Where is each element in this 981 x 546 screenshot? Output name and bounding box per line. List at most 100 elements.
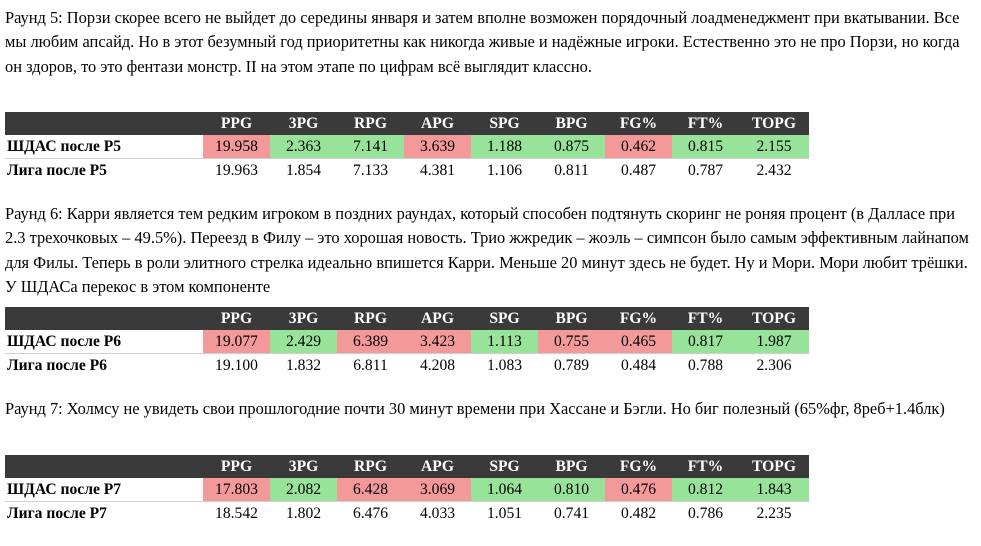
stat-cell-bpg: 0.789 xyxy=(553,356,590,374)
stat-cell-fg-pct: 0.482 xyxy=(620,504,657,522)
league-row: Лига после Р6 19.100 1.832 6.811 4.208 1.083 0… xyxy=(5,354,809,378)
stat-cell-ft-pct: 0.815 xyxy=(672,135,739,159)
column-header-rpg: RPG xyxy=(337,307,404,330)
column-header-topg: TOPG xyxy=(739,455,809,478)
column-header-topg: TOPG xyxy=(739,112,809,135)
stat-cell-apg: 4.208 xyxy=(419,356,456,374)
row-label: ШДАС после Р5 xyxy=(5,135,203,159)
league-row: Лига после Р7 18.542 1.802 6.476 4.033 1.051 0… xyxy=(5,502,809,526)
column-header-rpg: RPG xyxy=(337,112,404,135)
round-7-text: Раунд 7: Холмсу не увидеть свои прошлого… xyxy=(5,399,945,418)
stat-cell-rpg: 7.141 xyxy=(337,135,404,159)
stat-cell-apg: 3.639 xyxy=(404,135,471,159)
column-header-3pg: 3PG xyxy=(270,112,337,135)
column-header-spg: SPG xyxy=(471,455,538,478)
stat-cell-topg: 1.987 xyxy=(739,330,809,354)
stat-cell-spg: 1.106 xyxy=(486,161,523,179)
stat-cell-apg: 4.033 xyxy=(419,504,456,522)
stat-cell-ft-pct: 0.817 xyxy=(672,330,739,354)
stat-cell-3pg: 2.363 xyxy=(270,135,337,159)
stat-cell-bpg: 0.811 xyxy=(554,161,589,179)
column-header-ft-pct: FT% xyxy=(672,112,739,135)
stat-cell-ft-pct: 0.812 xyxy=(672,478,739,502)
header-row: PPG 3PG RPG APG SPG BPG FG% FT% TOPG xyxy=(5,455,809,478)
stat-cell-fg-pct: 0.462 xyxy=(605,135,672,159)
stat-cell-ppg: 19.077 xyxy=(203,330,270,354)
column-header-3pg: 3PG xyxy=(270,455,337,478)
column-header-bpg: BPG xyxy=(538,112,605,135)
stat-cell-spg: 1.051 xyxy=(486,504,523,522)
stat-cell-topg: 2.306 xyxy=(756,356,792,374)
stat-cell-3pg: 1.802 xyxy=(285,504,322,522)
column-header-ppg: PPG xyxy=(203,455,270,478)
stat-cell-3pg: 2.082 xyxy=(270,478,337,502)
stat-cell-spg: 1.113 xyxy=(471,330,538,354)
stat-cell-ft-pct: 0.788 xyxy=(687,356,724,374)
team-row: ШДАС после Р7 17.803 2.082 6.428 3.069 1.064 0… xyxy=(5,478,809,502)
row-label: ШДАС после Р7 xyxy=(5,478,203,502)
round-7-stats-table: PPG 3PG RPG APG SPG BPG FG% FT% TOPG ШДАС после Р… xyxy=(5,455,809,525)
column-header-topg: TOPG xyxy=(739,307,809,330)
header-row: PPG 3PG RPG APG SPG BPG FG% FT% TOPG xyxy=(5,307,809,330)
row-label: Лига после Р6 xyxy=(7,356,107,374)
stat-cell-topg: 1.843 xyxy=(739,478,809,502)
header-blank-cell xyxy=(5,455,203,478)
stat-cell-rpg: 6.389 xyxy=(337,330,404,354)
league-row: Лига после Р5 19.963 1.854 7.133 4.381 1.106 0… xyxy=(5,159,809,183)
stat-cell-fg-pct: 0.487 xyxy=(620,161,657,179)
row-label: Лига после Р5 xyxy=(7,161,107,179)
stat-cell-ppg: 18.542 xyxy=(215,504,258,522)
stat-cell-fg-pct: 0.484 xyxy=(620,356,657,374)
column-header-3pg: 3PG xyxy=(270,307,337,330)
round-6-text: Раунд 6: Карри является тем редким игрок… xyxy=(5,204,969,296)
header-blank-cell xyxy=(5,307,203,330)
stat-cell-ppg: 17.803 xyxy=(203,478,270,502)
stat-cell-3pg: 1.854 xyxy=(285,161,322,179)
stat-cell-rpg: 6.811 xyxy=(353,356,388,374)
stat-cell-ft-pct: 0.787 xyxy=(687,161,724,179)
stat-cell-topg: 2.235 xyxy=(756,504,792,522)
stat-cell-fg-pct: 0.476 xyxy=(605,478,672,502)
stat-cell-spg: 1.188 xyxy=(471,135,538,159)
stat-cell-bpg: 0.741 xyxy=(553,504,590,522)
stat-cell-spg: 1.064 xyxy=(471,478,538,502)
stat-cell-bpg: 0.875 xyxy=(538,135,605,159)
column-header-ft-pct: FT% xyxy=(672,307,739,330)
column-header-apg: APG xyxy=(404,112,471,135)
stat-cell-3pg: 2.429 xyxy=(270,330,337,354)
column-header-bpg: BPG xyxy=(538,455,605,478)
stat-cell-rpg: 7.133 xyxy=(352,161,389,179)
round-6-stats-table: PPG 3PG RPG APG SPG BPG FG% FT% TOPG ШДАС после Р… xyxy=(5,307,809,377)
stat-cell-ppg: 19.958 xyxy=(203,135,270,159)
column-header-apg: APG xyxy=(404,307,471,330)
stat-cell-topg: 2.432 xyxy=(756,161,792,179)
stat-cell-ppg: 19.100 xyxy=(215,356,258,374)
header-row: PPG 3PG RPG APG SPG BPG FG% FT% TOPG xyxy=(5,112,809,135)
column-header-spg: SPG xyxy=(471,307,538,330)
stat-cell-spg: 1.083 xyxy=(486,356,523,374)
round-5-text: Раунд 5: Порзи скорее всего не выйдет до… xyxy=(5,8,960,76)
stat-cell-apg: 3.069 xyxy=(404,478,471,502)
row-label: Лига после Р7 xyxy=(7,504,107,522)
team-row: ШДАС после Р5 19.958 2.363 7.141 3.639 1.188 0… xyxy=(5,135,809,159)
column-header-fg-pct: FG% xyxy=(605,307,672,330)
column-header-ppg: PPG xyxy=(203,307,270,330)
column-header-rpg: RPG xyxy=(337,455,404,478)
row-label: ШДАС после Р6 xyxy=(5,330,203,354)
stat-cell-bpg: 0.755 xyxy=(538,330,605,354)
column-header-spg: SPG xyxy=(471,112,538,135)
stat-cell-rpg: 6.476 xyxy=(352,504,389,522)
column-header-fg-pct: FG% xyxy=(605,455,672,478)
stat-cell-ppg: 19.963 xyxy=(215,161,258,179)
column-header-ft-pct: FT% xyxy=(672,455,739,478)
team-row: ШДАС после Р6 19.077 2.429 6.389 3.423 1.113 0… xyxy=(5,330,809,354)
stat-cell-bpg: 0.810 xyxy=(538,478,605,502)
stat-cell-fg-pct: 0.465 xyxy=(605,330,672,354)
stat-cell-topg: 2.155 xyxy=(739,135,809,159)
stat-cell-rpg: 6.428 xyxy=(337,478,404,502)
stat-cell-3pg: 1.832 xyxy=(285,356,322,374)
stat-cell-apg: 4.381 xyxy=(419,161,456,179)
stat-cell-apg: 3.423 xyxy=(404,330,471,354)
column-header-fg-pct: FG% xyxy=(605,112,672,135)
header-blank-cell xyxy=(5,112,203,135)
